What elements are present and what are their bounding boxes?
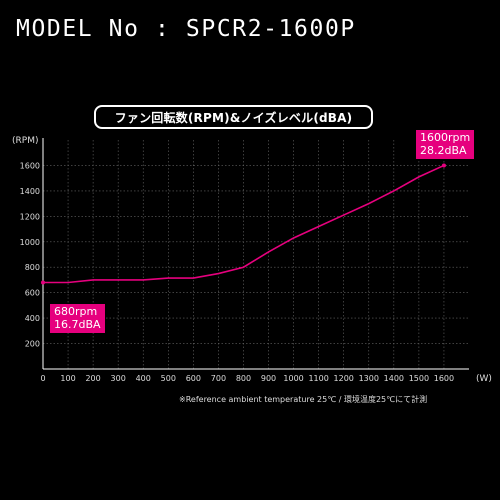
rpm-series-line: [43, 164, 445, 284]
x-tick-label: 1400: [384, 374, 404, 383]
x-tick-label: 1100: [308, 374, 328, 383]
y-tick-label: 800: [25, 263, 40, 272]
y-tick-label: 1600: [20, 161, 40, 170]
max-speed-point: [441, 163, 446, 168]
x-tick-label: 500: [161, 374, 176, 383]
y-tick-label: 1000: [20, 238, 40, 247]
footnote: ※Reference ambient temperature 25℃ / 環境温…: [179, 395, 428, 404]
x-tick-label: 700: [211, 374, 226, 383]
max-dba-label: 28.2dBA: [420, 144, 467, 157]
chart-title: ファン回転数(RPM)&ノイズレベル(dBA): [94, 105, 373, 129]
x-tick-label: 800: [236, 374, 251, 383]
x-tick-label: 1000: [283, 374, 303, 383]
y-tick-label: 600: [25, 289, 40, 298]
y-tick-label: 400: [25, 314, 40, 323]
x-tick-label: 300: [111, 374, 126, 383]
y-tick-label: 1400: [20, 187, 40, 196]
min-rpm-label: 680rpm: [54, 305, 98, 318]
x-tick-label: 400: [136, 374, 151, 383]
x-axis-label: (W): [476, 374, 492, 384]
y-axis-label: (RPM): [12, 136, 39, 146]
y-tick-label: 200: [25, 340, 40, 349]
x-tick-label: 900: [261, 374, 276, 383]
max-rpm-label: 1600rpm: [420, 131, 471, 144]
max-speed-callout: 1600rpm 28.2dBA: [416, 130, 475, 159]
x-tick-label: 1200: [334, 374, 354, 383]
min-dba-label: 16.7dBA: [54, 318, 101, 331]
x-tick-label: 600: [186, 374, 201, 383]
model-title: MODEL No : SPCR2-1600P: [16, 16, 356, 42]
y-tick-label: 1200: [20, 212, 40, 221]
x-tick-label: 1300: [359, 374, 379, 383]
x-tick-label: 0: [40, 374, 45, 383]
x-tick-label: 1600: [434, 374, 454, 383]
x-tick-label: 200: [85, 374, 100, 383]
x-tick-label: 100: [60, 374, 75, 383]
min-speed-callout: 680rpm 16.7dBA: [50, 304, 105, 333]
x-tick-label: 1500: [409, 374, 429, 383]
min-speed-point: [41, 280, 45, 285]
